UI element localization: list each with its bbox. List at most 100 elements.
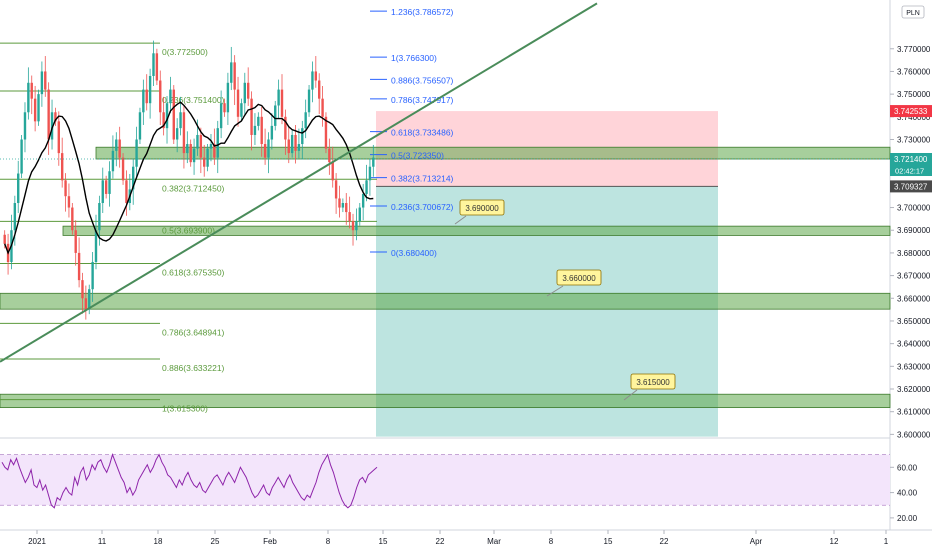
time-tick-label-0: 2021	[28, 537, 46, 546]
candle-body-39	[135, 139, 138, 167]
ascending-trendline[interactable]	[0, 2, 598, 363]
candle-body-9	[33, 98, 37, 122]
support-zone-3[interactable]	[0, 393, 891, 409]
fib-blue-label-7: 0.236(3.700672)	[391, 202, 454, 212]
candle-body-93	[318, 80, 321, 99]
fib-blue-label-1: 1(3.766300)	[391, 53, 437, 63]
target-badge-2[interactable]	[630, 373, 676, 390]
candle-body-4	[17, 173, 20, 204]
candle-body-26	[91, 261, 94, 290]
candle-body-8	[30, 82, 33, 99]
candle-body-24	[84, 298, 88, 310]
candle-body-61	[209, 144, 213, 149]
candle-body-62	[213, 144, 216, 158]
candle-body-38	[132, 166, 135, 190]
last-price-text-1: 3.721400	[894, 155, 928, 164]
price-tick-label-9: 3.690000	[897, 226, 931, 235]
candle-body-83	[284, 116, 287, 140]
candle-body-36	[125, 180, 128, 204]
candle-body-71	[243, 82, 246, 104]
candle-body-92	[314, 71, 318, 81]
candle-body-55	[189, 144, 192, 163]
price-tick-label-13: 3.730000	[897, 135, 931, 144]
candle-body-99	[338, 198, 341, 208]
candle-body-53	[182, 112, 186, 154]
candle-body-84	[287, 139, 290, 154]
fib-blue-label-5: 0.5(3.723350)	[391, 151, 444, 161]
candle-body-94	[321, 98, 324, 117]
candle-body-79	[270, 125, 274, 140]
time-tick-label-11: 22	[660, 537, 669, 546]
candle-body-43	[148, 75, 152, 104]
candle-body-56	[192, 148, 196, 163]
candle-body-31	[108, 171, 111, 194]
price-tick-label-15: 3.750000	[897, 90, 931, 99]
currency-box[interactable]	[901, 5, 925, 19]
time-tick-label-10: 15	[604, 537, 613, 546]
price-axis	[890, 0, 932, 550]
candle-body-6	[23, 112, 27, 140]
candle-body-73	[250, 98, 253, 135]
candle-body-35	[121, 157, 125, 181]
candle-body-16	[57, 121, 60, 154]
candle-body-17	[60, 153, 64, 181]
moving-average-line	[4, 101, 374, 255]
candle-body-59	[203, 157, 206, 167]
time-tick-label-4: Feb	[263, 537, 277, 546]
support-zone-2[interactable]	[0, 292, 891, 310]
candle-body-63	[216, 128, 219, 158]
price-tick-label-2: 3.620000	[897, 385, 931, 394]
price-tick-label-17: 3.770000	[897, 45, 931, 54]
fib-green-label-1: 0.236(3.751400)	[162, 95, 225, 105]
candle-body-33	[115, 139, 118, 151]
currency-label: PLN	[906, 10, 920, 17]
time-tick-label-6: 15	[379, 537, 388, 546]
fib-blue-label-3: 0.786(3.747917)	[391, 95, 454, 105]
candle-body-81	[277, 89, 280, 106]
countdown-tag	[890, 165, 932, 177]
fib-green-label-4: 0.618(3.675350)	[162, 267, 225, 277]
candle-body-52	[179, 112, 182, 129]
last-price-tag-0	[890, 105, 932, 118]
candle-body-106	[361, 193, 365, 208]
candle-body-72	[246, 82, 250, 99]
candle-body-90	[307, 89, 311, 113]
candle-body-107	[365, 180, 368, 194]
fib-blue-label-6: 0.382(3.713214)	[391, 174, 454, 184]
candle-body-104	[355, 221, 358, 231]
candle-body-5	[20, 139, 23, 174]
time-tick-label-8: Mar	[487, 537, 501, 546]
fib-blue-label-4: 0.618(3.733486)	[391, 128, 454, 138]
fib-green-label-2: 0.382(3.712450)	[162, 183, 225, 193]
time-tick-label-7: 22	[436, 537, 445, 546]
candle-body-85	[290, 134, 294, 154]
candle-body-13	[47, 89, 50, 140]
candle-body-47	[162, 112, 165, 129]
candle-body-41	[142, 89, 145, 113]
candle-body-96	[328, 148, 331, 163]
target-pointer-1	[546, 285, 564, 297]
target-badge-0[interactable]	[459, 199, 505, 216]
candle-body-69	[236, 89, 240, 117]
candle-body-51	[175, 128, 179, 140]
price-tick-label-8: 3.680000	[897, 249, 931, 258]
candle-body-3	[13, 203, 17, 231]
candle-body-67	[230, 62, 233, 83]
candle-body-32	[111, 150, 115, 172]
candle-body-42	[145, 89, 148, 104]
rsi-band	[0, 454, 890, 506]
candle-body-23	[81, 280, 84, 299]
target-badge-1[interactable]	[556, 269, 602, 286]
candle-body-95	[324, 116, 328, 149]
support-zone-1[interactable]	[62, 225, 891, 236]
candle-body-64	[219, 103, 223, 129]
candle-body-30	[104, 180, 108, 194]
candle-body-66	[226, 82, 230, 113]
candle-body-10	[37, 94, 40, 122]
candle-body-12	[44, 71, 47, 90]
price-tick-label-6: 3.660000	[897, 294, 931, 303]
candle-body-87	[297, 144, 301, 151]
candle-body-28	[98, 203, 101, 231]
candle-body-109	[372, 157, 375, 167]
